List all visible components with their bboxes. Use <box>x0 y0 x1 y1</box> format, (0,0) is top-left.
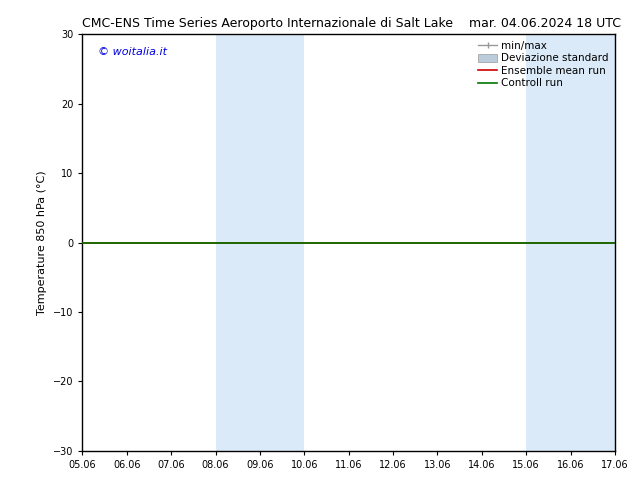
Text: CMC-ENS Time Series Aeroporto Internazionale di Salt Lake: CMC-ENS Time Series Aeroporto Internazio… <box>82 17 453 30</box>
Bar <box>526 34 615 451</box>
Text: mar. 04.06.2024 18 UTC: mar. 04.06.2024 18 UTC <box>469 17 621 30</box>
Legend: min/max, Deviazione standard, Ensemble mean run, Controll run: min/max, Deviazione standard, Ensemble m… <box>476 37 612 92</box>
Text: © woitalia.it: © woitalia.it <box>98 47 167 57</box>
Bar <box>216 34 304 451</box>
Y-axis label: Temperature 850 hPa (°C): Temperature 850 hPa (°C) <box>37 170 48 315</box>
